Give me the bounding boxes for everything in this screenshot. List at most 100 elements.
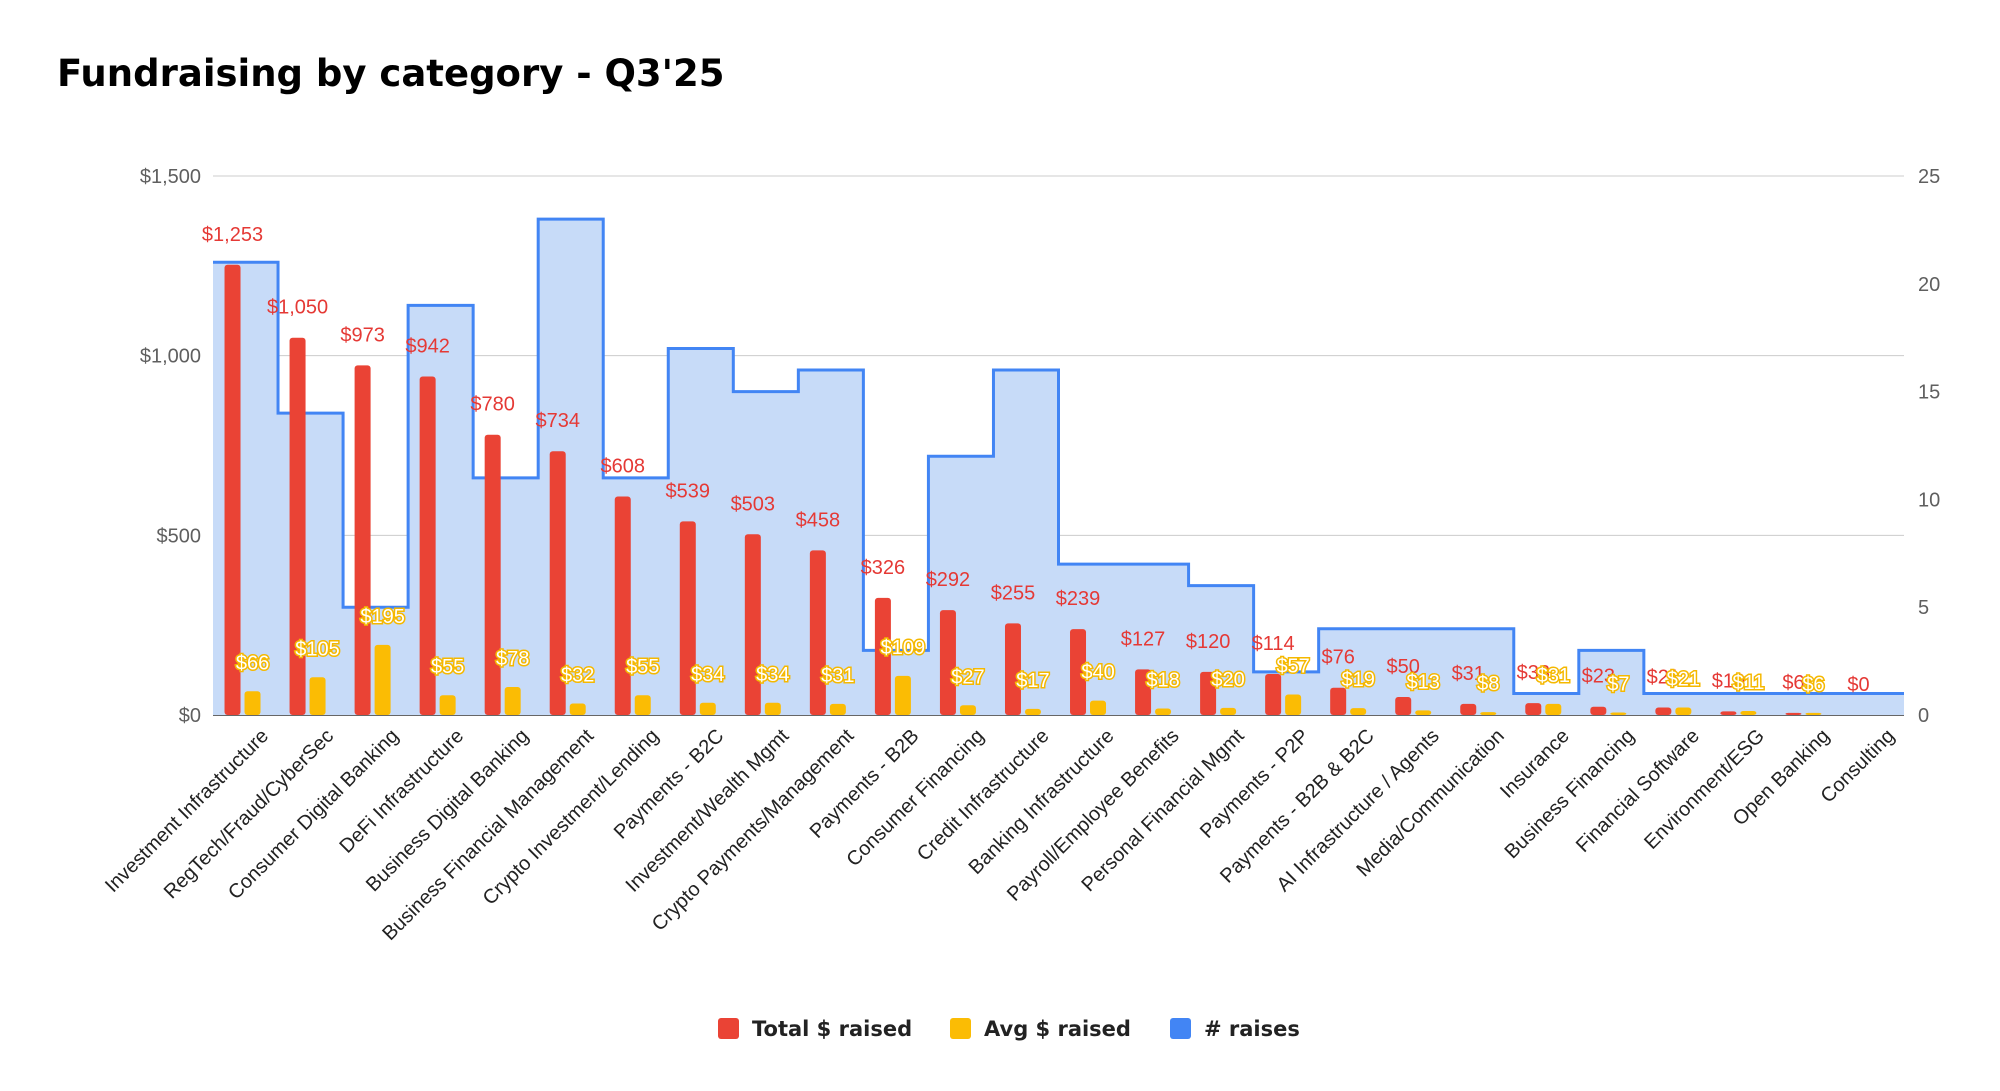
- total-raised-bar: [939, 610, 956, 715]
- total-raised-bar: [614, 496, 631, 715]
- total-raised-bar: [1330, 687, 1347, 715]
- total-raised-label: $608: [601, 456, 646, 478]
- total-raised-bar: [744, 534, 761, 715]
- raises-step-line: [213, 217, 1904, 695]
- avg-raised-bar: [244, 691, 261, 715]
- avg-raised-label: $195: [360, 606, 405, 628]
- total-raised-label: $503: [731, 493, 776, 515]
- avg-raised-bar: [1350, 708, 1367, 715]
- avg-raised-label: $32: [561, 665, 594, 687]
- legend-swatch: [718, 1018, 739, 1039]
- total-raised-label: $326: [861, 557, 906, 579]
- total-raised-label: $127: [1121, 628, 1166, 650]
- total-raised-bar: [1135, 669, 1152, 715]
- total-raised-label: $50: [1387, 656, 1420, 678]
- avg-raised-label: $34: [691, 664, 724, 686]
- data-labels: $1,253 $66 $1,050 $105 $973 $195 $942 $55 $780 $7…: [202, 224, 1870, 698]
- avg-raised-bar: [764, 702, 781, 715]
- category-label: Payments - B2C: [610, 725, 729, 844]
- avg-raised-label: $21: [1667, 668, 1700, 690]
- total-raised-bar: [419, 376, 436, 715]
- total-raised-label: $255: [991, 582, 1036, 604]
- avg-raised-label: $19: [1341, 669, 1374, 691]
- y-right-tick: 0: [1918, 705, 1929, 727]
- total-raised-label: $10: [1712, 670, 1745, 692]
- avg-raised-bar: [894, 675, 911, 715]
- total-raised-label: $1,253: [202, 224, 263, 246]
- category-label: Financial Software: [1572, 725, 1704, 857]
- avg-raised-bar: [1480, 712, 1497, 715]
- avg-raised-bar: [1805, 712, 1822, 715]
- y-right-tick: 10: [1918, 489, 1940, 511]
- total-raised-label: $539: [666, 480, 711, 502]
- avg-raised-bar: [1090, 700, 1107, 715]
- total-raised-bar: [1655, 707, 1672, 715]
- avg-raised-bar: [374, 644, 391, 715]
- avg-raised-label: $20: [1211, 669, 1244, 691]
- avg-raised-label: $13: [1407, 671, 1440, 693]
- avg-raised-label: $34: [756, 664, 789, 686]
- total-raised-bar: [874, 597, 891, 715]
- total-raised-bar: [1265, 674, 1282, 715]
- total-raised-label: $21: [1647, 666, 1680, 688]
- avg-raised-bar: [1675, 707, 1692, 715]
- legend-label: Total $ raised: [752, 1017, 912, 1041]
- raises-stepped-area: [213, 217, 1904, 715]
- total-raised-label: $458: [796, 509, 841, 531]
- avg-raised-bar: [1024, 708, 1041, 715]
- avg-raised-bar: [1610, 712, 1627, 715]
- avg-raised-label: $109: [881, 637, 926, 659]
- total-raised-bar: [1460, 703, 1477, 715]
- total-raised-label: $33: [1517, 662, 1550, 684]
- total-raised-bar: [289, 337, 306, 715]
- total-raised-bar: [1004, 623, 1021, 715]
- legend-swatch: [1170, 1018, 1191, 1039]
- total-raised-label: $0: [1847, 674, 1869, 696]
- avg-raised-bar: [439, 695, 456, 715]
- avg-raised-bar: [504, 686, 521, 715]
- total-raised-label: $292: [926, 569, 971, 591]
- avg-raised-label: $17: [1016, 670, 1049, 692]
- total-raised-label: $120: [1186, 631, 1231, 653]
- avg-raised-label: $66: [236, 652, 269, 674]
- avg-raised-bar: [1545, 703, 1562, 715]
- total-raised-bar: [224, 264, 241, 715]
- y-right-tick: 20: [1918, 274, 1940, 296]
- total-raised-label: $6: [1782, 672, 1804, 694]
- avg-raised-label: $7: [1607, 673, 1629, 695]
- total-raised-label: $114: [1252, 633, 1295, 655]
- y-left-tick: $1,500: [140, 166, 201, 188]
- total-raised-bar: [1785, 712, 1802, 715]
- avg-raised-bar: [959, 705, 976, 715]
- total-raised-label: $76: [1321, 647, 1354, 669]
- avg-raised-label: $31: [1537, 665, 1570, 687]
- chart-title: Fundraising by category - Q3'25: [57, 52, 725, 95]
- total-raised-bar: [1720, 711, 1737, 715]
- avg-raised-bar: [1415, 710, 1432, 715]
- total-raised-bar: [1590, 706, 1607, 715]
- category-label: Environment/ESG: [1640, 725, 1769, 854]
- avg-raised-bar: [1740, 711, 1757, 715]
- total-raised-label: $734: [535, 410, 580, 432]
- avg-raised-label: $31: [821, 665, 854, 687]
- total-raised-bar: [1070, 629, 1087, 715]
- total-raised-bar: [354, 365, 371, 715]
- total-raised-bar: [1200, 671, 1217, 715]
- y-left-tick: $1,000: [140, 346, 201, 368]
- avg-raised-label: $78: [496, 648, 529, 670]
- total-raised-label: $239: [1056, 588, 1101, 610]
- avg-raised-label: $57: [1276, 656, 1309, 678]
- avg-raised-label: $18: [1146, 670, 1179, 692]
- legend-swatch: [950, 1018, 971, 1039]
- total-raised-label: $973: [340, 324, 385, 346]
- category-label: DeFi Infrastructure: [336, 725, 469, 858]
- category-labels: Investment InfrastructureRegTech/Fraud/C…: [101, 725, 1899, 945]
- avg-raised-bar: [1155, 708, 1172, 715]
- y-right-tick: 25: [1918, 166, 1940, 188]
- total-raised-label: $23: [1582, 666, 1615, 688]
- total-raised-bar: [1395, 697, 1412, 715]
- avg-raised-label: $11: [1732, 672, 1764, 694]
- avg-raised-bar: [829, 703, 846, 715]
- avg-raised-bar: [569, 703, 586, 715]
